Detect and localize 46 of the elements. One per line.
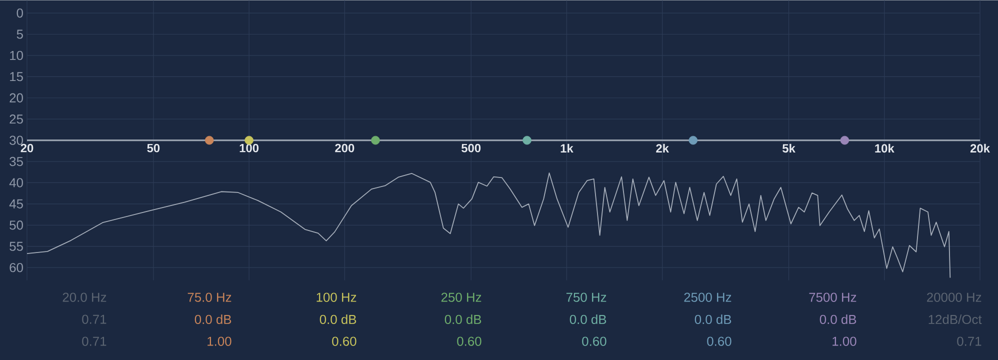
- text: 100 Hz: [316, 292, 356, 302]
- y-tick-label: 35: [10, 156, 23, 166]
- y-tick-label: 0: [16, 8, 23, 18]
- y-tick-label: 60: [10, 262, 23, 272]
- text: 0.0 dB: [320, 314, 356, 324]
- x-tick-label: 500: [462, 144, 481, 152]
- y-tick-label: 30: [10, 136, 23, 145]
- text: 0.71: [957, 336, 982, 346]
- y-tick-label: 55: [10, 242, 23, 251]
- text: 0.60: [582, 336, 606, 346]
- y-tick-label: 45: [9, 199, 23, 208]
- x-tick-label: 5k: [782, 144, 796, 152]
- y-tick-label: 15: [10, 72, 23, 82]
- y-tick-label: 5: [16, 30, 23, 39]
- text: 250 Hz: [441, 292, 482, 302]
- text: 2500 Hz: [684, 292, 732, 302]
- text: 0.71: [82, 336, 106, 346]
- y-tick-label: 20: [10, 93, 23, 102]
- text: 0.60: [707, 336, 732, 346]
- x-tick-label: 2k: [656, 144, 669, 152]
- text: 0.0 dB: [444, 314, 482, 324]
- x-tick-label: 100: [240, 144, 259, 152]
- text: 0.60: [457, 336, 482, 346]
- text: 0.0 dB: [194, 314, 232, 324]
- text: 0.71: [82, 314, 106, 324]
- text: 12dB/Oct: [928, 314, 982, 324]
- text: 0.0 dB: [820, 314, 856, 324]
- x-tick-label: 50: [147, 144, 160, 152]
- text: 0.60: [332, 336, 356, 346]
- text: 750 Hz: [566, 292, 606, 302]
- text: 1.00: [208, 336, 232, 346]
- text: 20000 Hz: [927, 292, 982, 302]
- text: 0.0 dB: [694, 314, 732, 324]
- text: 7500 Hz: [809, 292, 856, 302]
- x-tick-label: 20k: [970, 144, 990, 152]
- x-tick-label: 1k: [560, 144, 574, 152]
- y-tick-label: 10: [10, 50, 23, 60]
- text: 20.0 Hz: [62, 292, 106, 302]
- x-tick-label: 10k: [875, 144, 894, 152]
- text: 0.0 dB: [570, 314, 606, 324]
- y-tick-label: 40: [9, 178, 23, 188]
- text: 75.0 Hz: [188, 292, 232, 302]
- y-tick-label: 50: [10, 220, 23, 230]
- x-tick-label: 200: [335, 144, 354, 152]
- y-tick-label: 25: [10, 114, 23, 124]
- text: 1.00: [832, 336, 856, 346]
